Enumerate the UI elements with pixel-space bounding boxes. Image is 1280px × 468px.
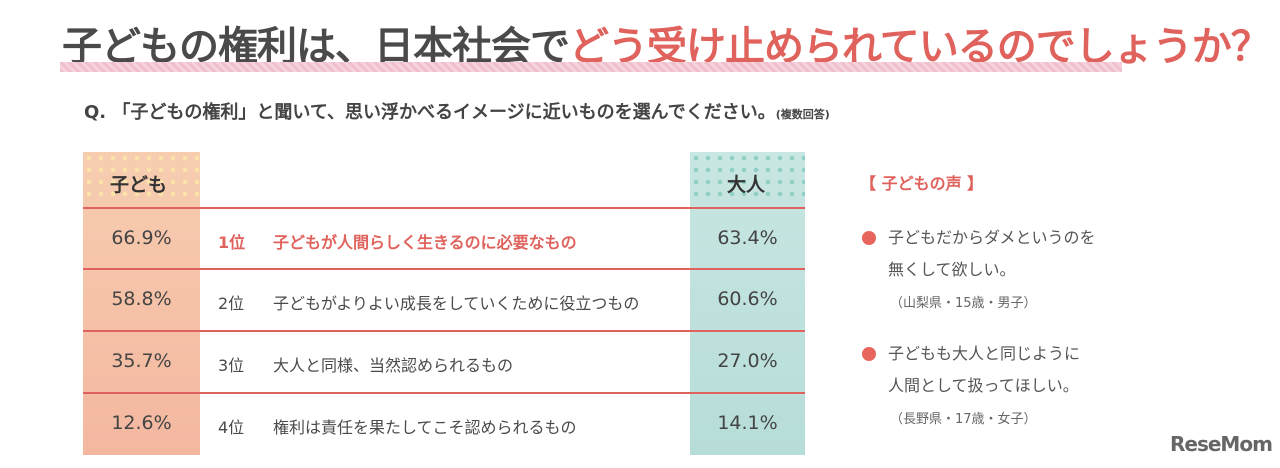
adult-column	[690, 152, 805, 455]
adult-value: 27.0%	[717, 350, 778, 372]
table-row: 66.9% 1位 子どもが人間らしく生きるのに必要なもの 63.4%	[83, 209, 805, 269]
dot-pattern	[83, 152, 200, 202]
voice-item: 子どもだからダメというのを 無くして欲しい。 （山梨県・15歳・男子）	[860, 222, 1096, 320]
resemom-logo: ReseMom	[1170, 432, 1273, 456]
adult-value: 14.1%	[717, 412, 778, 434]
bullet-icon	[862, 347, 876, 361]
adult-header: 大人	[727, 174, 766, 196]
row-divider	[83, 268, 805, 270]
child-value: 66.9%	[111, 227, 172, 249]
dot-pattern	[690, 152, 805, 202]
voice-author: （山梨県・15歳・男子）	[890, 296, 1037, 311]
voice-line: 子どもだからダメというのを	[888, 228, 1096, 247]
adult-value: 60.6%	[717, 288, 778, 310]
item-label: 子どもが人間らしく生きるのに必要なもの	[273, 233, 577, 252]
voice-line: 人間として扱ってほしい。	[888, 376, 1079, 395]
voices-heading: 【 子どもの声 】	[860, 174, 984, 193]
voice-line: 無くして欲しい。	[888, 260, 1016, 279]
item-label: 子どもがよりよい成長をしていくために役立つもの	[273, 294, 640, 313]
title-underline	[60, 62, 1122, 72]
child-column	[83, 152, 200, 455]
table-row: 12.6% 4位 権利は責任を果たしてこそ認められるもの 14.1%	[83, 394, 805, 454]
row-divider	[83, 392, 805, 394]
voice-author: （長野県・17歳・女子）	[890, 412, 1037, 427]
adult-value: 63.4%	[717, 227, 778, 249]
item-label: 大人と同様、当然認められるもの	[273, 356, 514, 375]
voice-item: 子どもも大人と同じように 人間として扱ってほしい。 （長野県・17歳・女子）	[860, 338, 1080, 436]
row-divider	[83, 207, 805, 209]
row-divider	[83, 330, 805, 332]
question: Q. 「子どもの権利」と聞いて、思い浮かべるイメージに近いものを選んでください。…	[84, 98, 830, 124]
question-text: Q. 「子どもの権利」と聞いて、思い浮かべるイメージに近いものを選んでください。	[84, 102, 776, 123]
question-note: (複数回答)	[775, 108, 830, 121]
child-value: 35.7%	[111, 350, 172, 372]
rank-label: 4位	[218, 418, 245, 437]
table-row: 58.8% 2位 子どもがよりよい成長をしていくために役立つもの 60.6%	[83, 270, 805, 330]
table-row: 35.7% 3位 大人と同様、当然認められるもの 27.0%	[83, 332, 805, 392]
bullet-icon	[862, 231, 876, 245]
rank-label: 2位	[218, 294, 245, 313]
voice-line: 子どもも大人と同じように	[888, 344, 1081, 363]
rank-label: 3位	[218, 356, 245, 375]
child-value: 12.6%	[111, 412, 172, 434]
child-value: 58.8%	[111, 288, 172, 310]
rank-label: 1位	[218, 233, 246, 252]
item-label: 権利は責任を果たしてこそ認められるもの	[273, 418, 577, 437]
child-header: 子ども	[110, 174, 168, 196]
